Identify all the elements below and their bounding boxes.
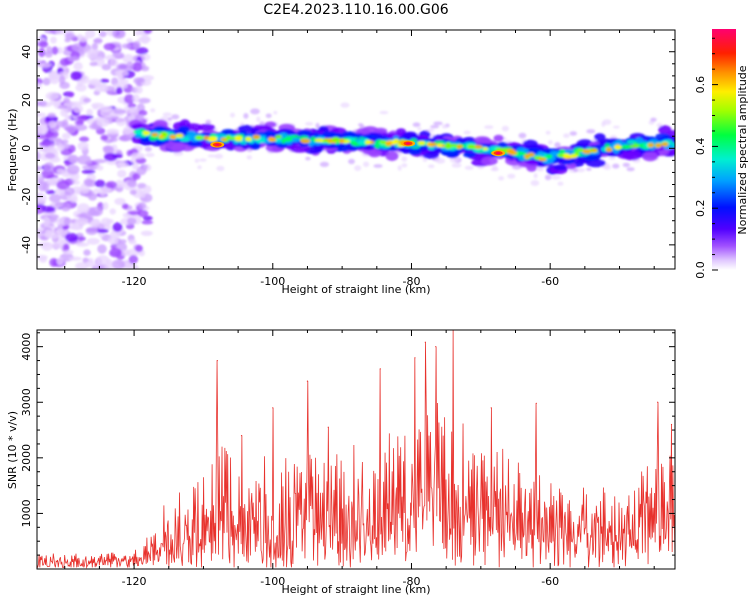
spectral-peak-3 — [491, 150, 506, 157]
spectrogram-x-tick-label: -60 — [541, 275, 559, 288]
spectrogram-frame — [36, 29, 676, 270]
snr-x-tick-label: -80 — [402, 575, 420, 588]
snr-y-tick-label: 4000 — [20, 333, 33, 361]
spectrogram-y-tick-label: 0 — [20, 145, 33, 152]
colorbar-label: Normalized spectral amplitude — [736, 65, 749, 234]
spectrogram-y-tick-label: -40 — [20, 236, 33, 254]
spectral-peak-2 — [401, 140, 416, 147]
snr-axes: -120 -100 -80 -60 1000 2000 3000 4000 — [20, 330, 675, 588]
snr-peak-1 — [216, 359, 218, 362]
snr-y-tick-label: 3000 — [20, 388, 33, 416]
snr-frame — [36, 329, 676, 570]
snr-peak-12 — [535, 402, 537, 404]
snr-peak-5 — [327, 426, 329, 428]
snr-ylabel: SNR (10 * v/v) — [6, 411, 19, 489]
colorbar-tick-label: 0.0 — [694, 261, 707, 279]
spectrogram-y-tick-label: -20 — [20, 188, 33, 206]
spectrogram-x-tick-label: -80 — [402, 275, 420, 288]
snr-peak-13 — [657, 401, 659, 403]
snr-panel: -120 -100 -80 -60 1000 2000 3000 4000 Height of… — [6, 329, 676, 596]
snr-series-line — [37, 330, 675, 569]
spectrogram-x-tick-label: -120 — [122, 275, 147, 288]
snr-peak-8 — [424, 341, 426, 343]
spectrogram-heatmap — [37, 30, 675, 269]
snr-peak-9 — [435, 346, 437, 348]
colorbar-tick-label: 0.2 — [694, 199, 707, 217]
colorbar-axes: 0.0 0.2 0.4 0.6 — [694, 37, 718, 279]
snr-peak-11 — [490, 407, 492, 409]
snr-y-tick-label: 2000 — [20, 444, 33, 472]
colorbar-gradient — [712, 29, 736, 270]
colorbar-tick-label: 0.6 — [694, 76, 707, 94]
spectrogram-y-tick-label: 40 — [20, 45, 33, 59]
spectrogram-ylabel: Frequency (Hz) — [6, 109, 19, 192]
spectrogram-xlabel: Height of straight line (km) — [281, 283, 430, 296]
snr-x-tick-label: -60 — [541, 575, 559, 588]
snr-peak-4 — [306, 380, 309, 382]
snr-peak-14 — [670, 423, 673, 426]
snr-peak-2 — [240, 435, 243, 437]
snr-plot-area — [37, 330, 675, 569]
colorbar-tick-label: 0.4 — [694, 138, 707, 156]
colorbar: 0.0 0.2 0.4 0.6 Normalized spectral amplitu… — [694, 29, 749, 279]
spectrogram-panel: -120 -100 -80 -60 -40 -20 0 20 40 Height of stra… — [6, 29, 676, 296]
spectrogram-axes: -120 -100 -80 -60 -40 -20 0 20 40 — [20, 30, 675, 288]
spectrogram-x-tick-label: -100 — [260, 275, 285, 288]
snr-peak-7 — [414, 357, 416, 359]
snr-x-tick-label: -120 — [122, 575, 147, 588]
snr-xlabel: Height of straight line (km) — [281, 583, 430, 596]
snr-x-tick-label: -100 — [260, 575, 285, 588]
snr-y-tick-label: 1000 — [20, 499, 33, 527]
snr-peak-6 — [379, 368, 381, 370]
spectrogram-y-tick-label: 20 — [20, 93, 33, 107]
snr-peak-3 — [272, 407, 274, 409]
spectral-peak-1 — [210, 141, 225, 148]
figure-title: C2E4.2023.110.16.00.G06 — [263, 2, 448, 18]
